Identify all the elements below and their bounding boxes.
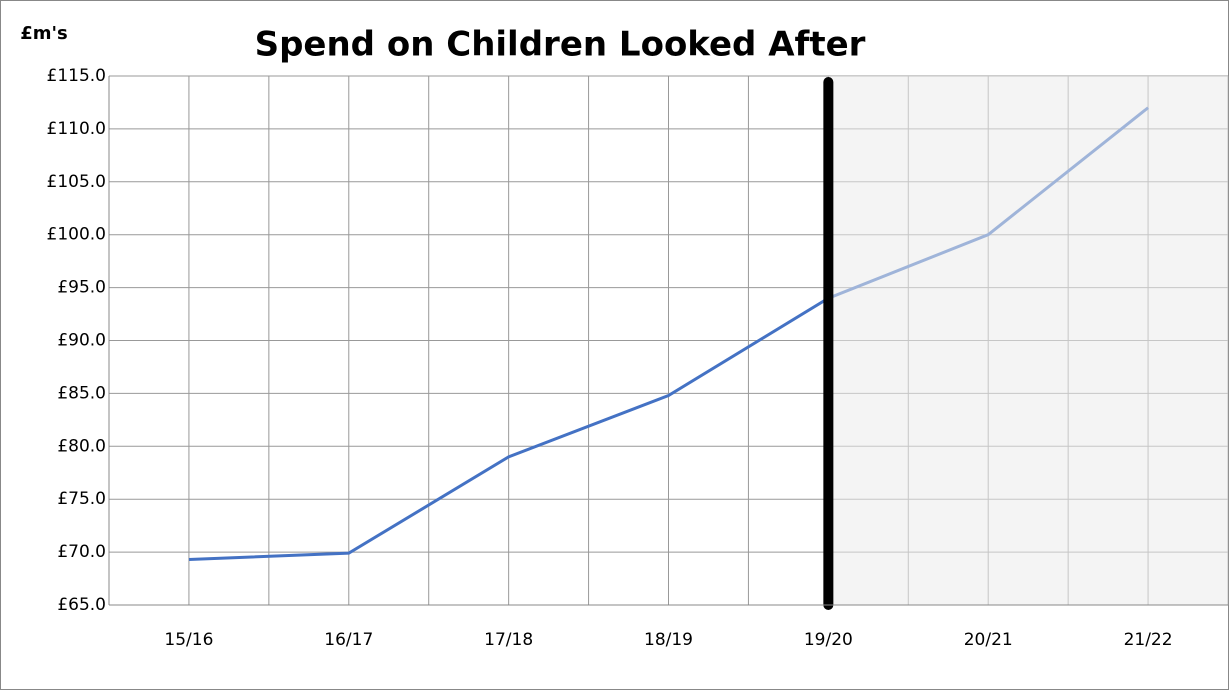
chart-title: Spend on Children Looked After [255,25,866,65]
y-axis-label: £m's [20,23,68,44]
x-tick-label: 18/19 [644,630,693,650]
x-tick-label: 17/18 [484,630,533,650]
x-tick-label: 21/22 [1124,630,1173,650]
x-tick-label: 15/16 [164,630,213,650]
y-tick-label: £85.0 [57,383,106,403]
forecast-shading [828,76,1228,605]
y-tick-label: £95.0 [57,278,106,298]
x-tick-label: 19/20 [804,630,853,650]
y-tick-label: £75.0 [57,489,106,509]
y-tick-label: £105.0 [47,172,106,192]
y-tick-label: £100.0 [47,225,106,245]
y-tick-label: £80.0 [57,436,106,456]
y-tick-label: £90.0 [57,331,106,351]
x-tick-label: 20/21 [964,630,1013,650]
y-tick-label: £110.0 [47,119,106,139]
y-tick-label: £115.0 [47,66,106,86]
x-tick-label: 16/17 [324,630,373,650]
y-tick-label: £65.0 [57,595,106,615]
y-tick-label: £70.0 [57,542,106,562]
